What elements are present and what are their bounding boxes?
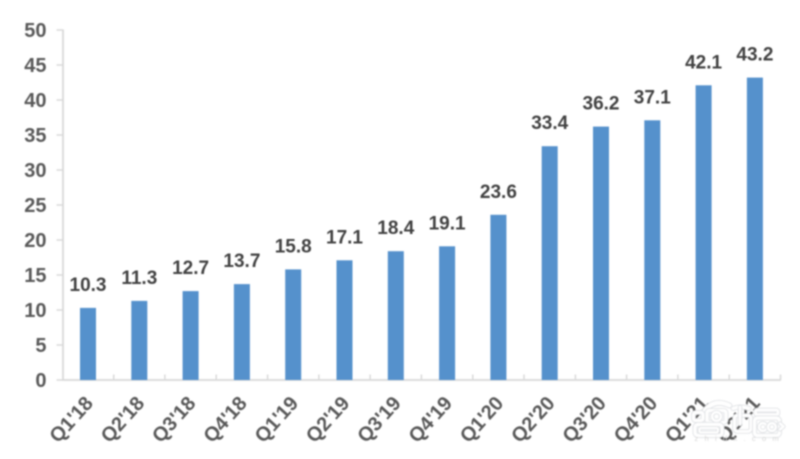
svg-text:Q2'20: Q2'20 (507, 393, 559, 448)
svg-text:Q4'20: Q4'20 (610, 393, 662, 448)
svg-text:Q3'19: Q3'19 (353, 393, 405, 448)
svg-text:15: 15 (24, 265, 46, 287)
svg-text:13.7: 13.7 (223, 251, 260, 272)
svg-text:Q3'18: Q3'18 (148, 393, 200, 448)
svg-text:40: 40 (24, 90, 46, 112)
svg-text:45: 45 (24, 55, 46, 77)
svg-text:Q1'20: Q1'20 (456, 393, 508, 448)
svg-text:35: 35 (24, 125, 46, 147)
svg-text:Q2'18: Q2'18 (97, 393, 149, 448)
svg-text:30: 30 (24, 160, 46, 182)
svg-text:5: 5 (35, 335, 46, 357)
svg-text:17.1: 17.1 (326, 227, 363, 248)
svg-text:37.1: 37.1 (634, 87, 671, 108)
svg-text:Q4'18: Q4'18 (199, 393, 251, 448)
svg-text:0: 0 (35, 370, 46, 392)
svg-text:20: 20 (24, 230, 46, 252)
svg-text:zhidx.com: zhidx.com (695, 434, 785, 443)
svg-text:43.2: 43.2 (736, 45, 773, 66)
svg-text:23.6: 23.6 (480, 182, 517, 203)
svg-text:33.4: 33.4 (531, 113, 568, 134)
svg-text:19.1: 19.1 (429, 213, 466, 234)
svg-text:10: 10 (24, 300, 46, 322)
svg-text:36.2: 36.2 (583, 94, 620, 115)
svg-text:Q1'18: Q1'18 (46, 393, 98, 448)
svg-text:12.7: 12.7 (172, 258, 209, 279)
svg-text:18.4: 18.4 (377, 218, 414, 239)
svg-text:Q2'19: Q2'19 (302, 393, 354, 448)
svg-text:15.8: 15.8 (275, 236, 312, 257)
svg-text:Q3'20: Q3'20 (559, 393, 611, 448)
svg-text:42.1: 42.1 (685, 52, 722, 73)
svg-text:11.3: 11.3 (121, 268, 157, 289)
svg-text:25: 25 (24, 195, 46, 217)
svg-text:Q1'19: Q1'19 (251, 393, 303, 448)
svg-text:50: 50 (24, 20, 46, 42)
svg-text:10.3: 10.3 (70, 275, 107, 296)
svg-text:Q4'19: Q4'19 (405, 393, 457, 448)
